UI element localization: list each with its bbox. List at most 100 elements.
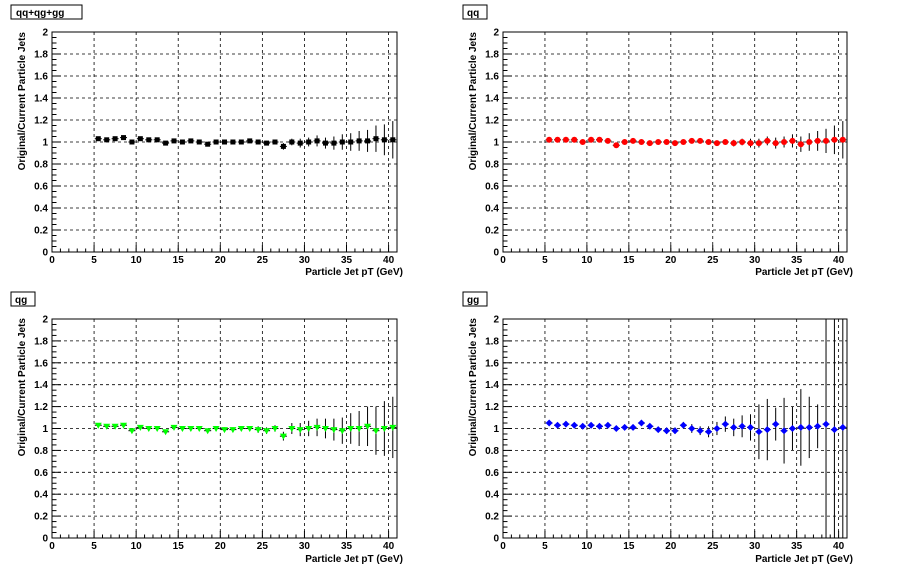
panel-2-y-tick-label: 0.4 bbox=[485, 204, 499, 215]
panel-2-marker bbox=[831, 136, 838, 143]
panel-1-marker bbox=[154, 137, 160, 143]
panel-1-marker bbox=[205, 141, 211, 147]
panel-3-marker bbox=[321, 426, 329, 432]
panel-2-data-point bbox=[805, 133, 813, 151]
panel-4-marker bbox=[721, 420, 729, 428]
panel-1-title-box bbox=[10, 4, 83, 20]
panel-3-data-point bbox=[321, 418, 329, 439]
panel-4-data-point bbox=[730, 418, 738, 437]
panel-1-marker bbox=[306, 139, 312, 145]
panel-3-data-point bbox=[279, 431, 287, 441]
panel-1-data-point bbox=[162, 140, 170, 146]
panel-4-data-point bbox=[587, 421, 595, 429]
panel-4-y-tick-label: 1 bbox=[493, 424, 499, 435]
panel-3-marker bbox=[288, 426, 296, 432]
panel-2-ticks bbox=[502, 31, 848, 253]
panel-4-data-point bbox=[788, 406, 796, 451]
panel-1: qq+qg+gg Particle Jet pT (GeV) Original/… bbox=[10, 4, 403, 278]
panel-4-marker bbox=[839, 423, 847, 431]
panel-4-marker bbox=[705, 428, 713, 436]
panel-3-data-point bbox=[288, 423, 296, 434]
panel-2-x-tick-label: 5 bbox=[542, 255, 548, 266]
panel-3-marker bbox=[128, 428, 136, 435]
panel-3-marker bbox=[246, 426, 254, 432]
panel-1-marker bbox=[339, 139, 345, 145]
panel-3-marker bbox=[313, 424, 321, 431]
panel-1-marker bbox=[365, 138, 371, 144]
panel-4-data-point bbox=[814, 404, 822, 449]
panel-3-y-tick-label: 1 bbox=[42, 424, 48, 435]
panel-4-marker bbox=[805, 423, 813, 431]
panel-2-y-tick-label: 1.2 bbox=[485, 116, 499, 127]
panel-2-data-point bbox=[763, 136, 771, 146]
panel-3-data-point bbox=[195, 426, 203, 432]
panel-4-data-points bbox=[545, 319, 847, 538]
panel-1-data-point bbox=[94, 136, 102, 142]
panel-1-marker bbox=[289, 139, 295, 145]
panel-4-y-tick-label: 0 bbox=[493, 534, 499, 545]
panel-4-data-point bbox=[554, 421, 562, 429]
panel-4-data-point bbox=[822, 319, 830, 538]
panel-2-data-point bbox=[671, 140, 679, 147]
panel-2-data-point bbox=[839, 121, 847, 159]
panel-4-x-tick-label: 5 bbox=[542, 541, 548, 552]
panel-2-y-axis-label: Original/Current Particle Jets bbox=[468, 32, 479, 171]
panel-4-marker bbox=[621, 423, 629, 431]
panel-4-data-point bbox=[738, 415, 746, 438]
panel-4-y-tick-label: 2 bbox=[493, 315, 499, 326]
panel-4-marker bbox=[730, 423, 738, 431]
panel-1-x-axis-label: Particle Jet pT (GeV) bbox=[305, 267, 403, 278]
panel-4-marker bbox=[637, 419, 645, 427]
panel-2-data-point bbox=[696, 137, 704, 144]
panel-1-data-point bbox=[372, 125, 380, 152]
panel-2-data-point bbox=[637, 139, 645, 145]
panel-1-data-points bbox=[94, 121, 397, 159]
panel-3-data-point bbox=[204, 428, 212, 435]
panel-3-x-tick-label: 25 bbox=[257, 541, 269, 552]
panel-4-data-point bbox=[621, 423, 629, 431]
panel-3-data-points bbox=[94, 396, 397, 459]
panel-2-y-tick-label: 1.8 bbox=[485, 50, 499, 61]
panel-3-x-tick-label: 20 bbox=[215, 541, 227, 552]
panel-1-data-point bbox=[380, 124, 388, 156]
panel-1-data-point bbox=[347, 133, 355, 151]
panel-3-marker bbox=[136, 424, 144, 431]
panel-4-marker bbox=[830, 426, 838, 434]
panel-4-x-tick-labels: 0 5 10 15 20 25 30 35 40 bbox=[500, 541, 844, 552]
panel-1-data-point bbox=[136, 136, 144, 142]
panel-1-x-tick-labels: 0 5 10 15 20 25 30 35 40 bbox=[49, 255, 394, 266]
panel-1-marker bbox=[255, 139, 261, 145]
panel-3-data-point bbox=[187, 426, 195, 432]
panel-2-marker bbox=[613, 142, 620, 149]
panel-3-y-tick-label: 0 bbox=[42, 534, 48, 545]
panel-1-x-tick-label: 40 bbox=[383, 255, 395, 266]
panel-3-data-point bbox=[237, 426, 245, 432]
panel-1-data-point bbox=[296, 138, 304, 148]
panel-2-data-point bbox=[663, 139, 671, 145]
panel-2-x-tick-label: 20 bbox=[665, 255, 677, 266]
panel-1-y-axis-label: Original/Current Particle Jets bbox=[17, 32, 28, 171]
panel-2-title-box bbox=[462, 4, 488, 20]
panel-2-marker bbox=[554, 136, 561, 143]
panel-3-marker bbox=[380, 426, 388, 432]
panel-3-data-point bbox=[305, 420, 313, 437]
panel-4-data-point bbox=[629, 423, 637, 431]
panel-4-marker bbox=[595, 422, 603, 430]
panel-1-x-tick-label: 15 bbox=[173, 255, 185, 266]
panel-2-marker bbox=[739, 139, 746, 145]
panel-4-data-point bbox=[747, 414, 755, 441]
panel-4-data-point bbox=[797, 389, 805, 466]
panel-1-marker bbox=[297, 140, 303, 146]
panel-2-marker bbox=[747, 140, 754, 147]
panel-2-marker bbox=[663, 139, 670, 145]
panel-2-data-point bbox=[713, 140, 721, 147]
panel-3-x-tick-label: 15 bbox=[173, 541, 185, 552]
panel-1-marker bbox=[121, 135, 127, 141]
panel-1-ticks bbox=[51, 31, 398, 253]
panel-3-data-point bbox=[313, 418, 321, 437]
panel-3-marker bbox=[372, 428, 380, 435]
panel-2-x-tick-label: 30 bbox=[749, 255, 761, 266]
panel-1-title: qq+qg+gg bbox=[16, 8, 64, 19]
panel-3-y-tick-label: 1.2 bbox=[34, 402, 48, 413]
panel-1-data-point bbox=[389, 121, 397, 159]
